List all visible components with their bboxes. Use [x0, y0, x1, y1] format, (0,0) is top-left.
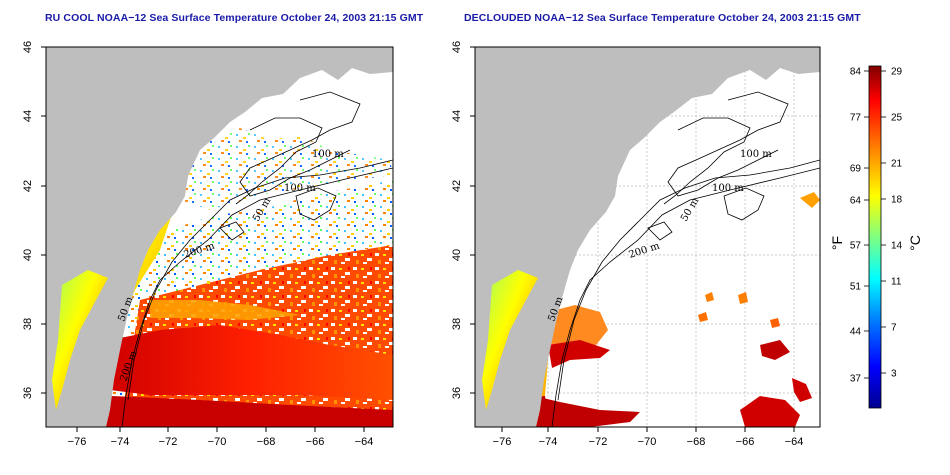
y-tick-label: 40 [451, 249, 463, 261]
x-tick-label: −68 [687, 436, 706, 448]
y-tick-label: 42 [22, 180, 34, 192]
contour-label-100m: 100 m [312, 149, 344, 160]
right-map-land [475, 47, 820, 427]
left-map-x-axis: −76 −74 −72 −70 −68 −66 −64 [68, 427, 374, 448]
left-map-y-axis: 46 44 42 40 38 36 [22, 41, 46, 399]
x-tick-label: −76 [493, 436, 512, 448]
y-tick-label: 38 [451, 318, 463, 330]
y-tick-label: 36 [22, 387, 34, 399]
colorbar-fahrenheit-ticks: 84 77 69 64 57 51 44 37 [850, 67, 869, 385]
right-map-bays [482, 270, 538, 410]
left-map-bays [52, 270, 108, 410]
colorbar-f-label: 37 [850, 374, 862, 385]
y-tick-label: 36 [451, 387, 463, 399]
colorbar-f-label: 77 [850, 113, 862, 124]
colorbar-f-label: 44 [850, 327, 862, 338]
colorbar-fahrenheit-unit: °F [829, 236, 845, 250]
colorbar-celsius-ticks: 29 25 21 18 14 11 7 3 [881, 67, 903, 380]
colorbar-c-label: 21 [891, 159, 903, 170]
colorbar-c-label: 25 [891, 113, 903, 124]
colorbar-f-label: 64 [850, 196, 862, 207]
x-tick-label: −70 [208, 436, 227, 448]
y-tick-label: 46 [22, 41, 34, 53]
x-tick-label: −72 [159, 436, 178, 448]
colorbar-f-label: 69 [850, 164, 862, 175]
y-tick-label: 40 [22, 249, 34, 261]
right-map: 100 m 100 m 50 m 200 m 50 m −76 −74 −72 −70… [451, 41, 821, 448]
right-map-warm-fleck [770, 318, 780, 328]
right-map-warm-fleck [698, 312, 708, 322]
x-tick-label: −66 [736, 436, 755, 448]
contour-label-100m: 100 m [712, 183, 744, 194]
right-map-warm-fleck [705, 292, 714, 302]
left-map: 100 m 100 m 50 m 200 m 50 m 200 m −76 −74… [22, 41, 394, 448]
x-tick-label: −64 [355, 436, 374, 448]
colorbar-f-label: 84 [850, 67, 862, 78]
colorbar-c-label: 3 [891, 369, 897, 380]
right-map-y-axis: 46 44 42 40 38 36 [451, 41, 475, 399]
y-tick-label: 42 [451, 180, 463, 192]
x-tick-label: −68 [257, 436, 276, 448]
x-tick-label: −76 [68, 436, 87, 448]
colorbar-c-label: 11 [891, 277, 902, 288]
left-map-warm-filament [150, 300, 300, 320]
colorbar-c-label: 18 [891, 195, 903, 206]
y-tick-label: 38 [22, 318, 34, 330]
colorbar-c-label: 7 [891, 323, 897, 334]
colorbar-f-label: 57 [850, 241, 862, 252]
right-map-warm-patch [800, 192, 820, 208]
x-tick-label: −74 [111, 436, 130, 448]
left-map-land [46, 47, 393, 427]
contour-label-100m: 100 m [740, 149, 772, 160]
left-map-bathymetry-contours [121, 91, 393, 427]
x-tick-label: −64 [785, 436, 804, 448]
y-tick-label: 44 [22, 110, 34, 122]
right-map-warm-patch [760, 340, 790, 360]
x-tick-label: −70 [638, 436, 657, 448]
x-tick-label: −66 [306, 436, 325, 448]
colorbar-celsius-unit: °C [907, 235, 923, 251]
colorbar: 84 77 69 64 57 51 44 37 29 25 21 18 14 11 7 3 °F °C [829, 65, 923, 409]
y-tick-label: 44 [451, 110, 463, 122]
right-map-warm-patch [792, 378, 812, 402]
right-map-southern-warm-band [530, 395, 640, 427]
contour-label-100m: 100 m [284, 183, 316, 194]
colorbar-gradient [868, 65, 882, 409]
left-map-gulf-stream [110, 325, 393, 400]
colorbar-f-label: 51 [850, 282, 862, 293]
x-tick-label: −72 [589, 436, 608, 448]
right-map-bathymetry-contours [551, 91, 820, 427]
left-map-title: RU COOL NOAA−12 Sea Surface Temperature … [45, 12, 424, 24]
left-map-southern-warm-band [90, 395, 393, 427]
x-tick-label: −74 [539, 436, 558, 448]
colorbar-c-label: 14 [891, 241, 903, 252]
right-map-warm-patch [740, 396, 800, 427]
left-map-northern-clouds [180, 128, 393, 210]
y-tick-label: 46 [451, 41, 463, 53]
right-map-x-axis: −76 −74 −72 −70 −68 −66 −64 [493, 427, 804, 448]
left-map-frame [45, 46, 394, 428]
right-map-warm-fleck [738, 292, 748, 304]
right-map-title: DECLOUDED NOAA−12 Sea Surface Temperatur… [464, 12, 861, 24]
colorbar-c-label: 29 [891, 67, 903, 78]
